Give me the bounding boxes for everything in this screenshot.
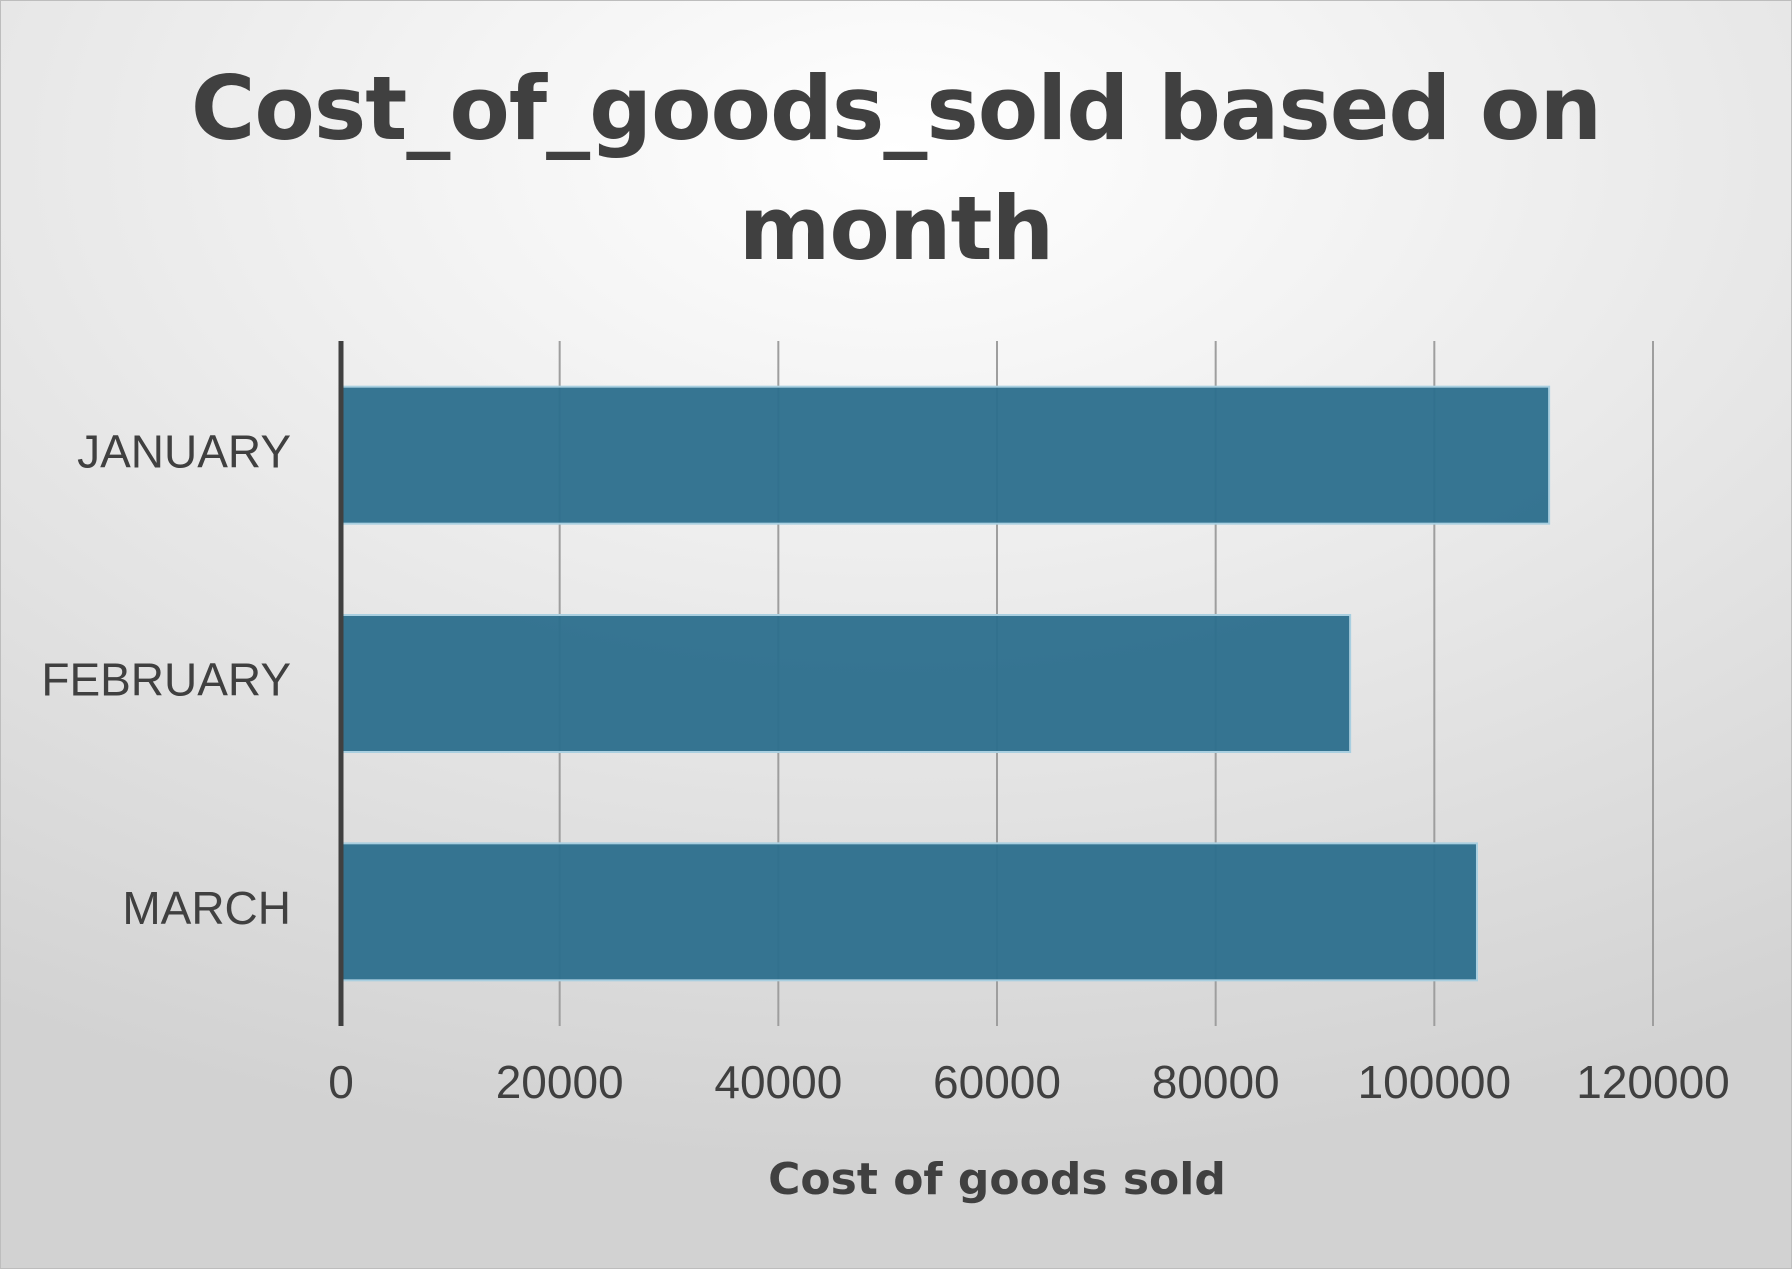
category-label: FEBRUARY bbox=[41, 654, 291, 706]
category-label: MARCH bbox=[122, 882, 291, 934]
chart-title: Cost_of_goods_sold based on month bbox=[190, 57, 1602, 280]
bar-march bbox=[340, 842, 1478, 982]
bar-january bbox=[340, 385, 1551, 525]
x-tick-label: 60000 bbox=[933, 1056, 1061, 1108]
x-tick-label: 0 bbox=[328, 1056, 354, 1108]
bar-february bbox=[340, 614, 1352, 753]
x-tick-label: 40000 bbox=[714, 1056, 842, 1108]
x-axis-title: Cost of goods sold bbox=[768, 1154, 1226, 1205]
x-tick-label: 80000 bbox=[1152, 1056, 1280, 1108]
x-tick-label: 20000 bbox=[496, 1056, 624, 1108]
category-label: JANUARY bbox=[77, 425, 291, 477]
x-tick-label: 120000 bbox=[1576, 1056, 1730, 1108]
x-tick-label: 100000 bbox=[1358, 1056, 1512, 1108]
